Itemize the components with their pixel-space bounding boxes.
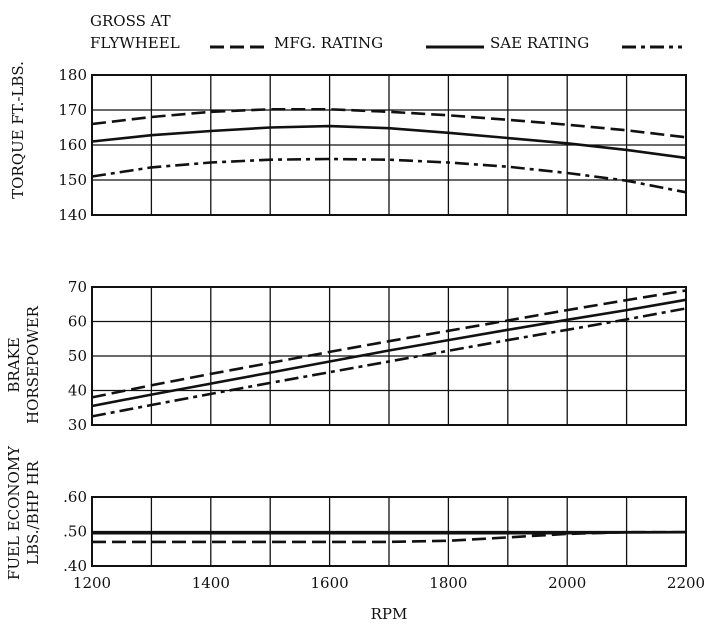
y-tick-label: 170 (58, 101, 87, 119)
series-line-mfg-rating (92, 530, 687, 535)
legend: GROSS AT FLYWHEEL MFG. RATING SAE RATING (90, 12, 682, 52)
y-tick-label: 160 (58, 136, 87, 154)
legend-label-sae: SAE RATING (490, 34, 589, 52)
x-axis-label: RPM (371, 605, 408, 623)
plot-frame (91, 74, 687, 216)
y-tick-label: 140 (58, 206, 87, 224)
y-axis-label: BRAKEHORSEPOWER (5, 305, 42, 424)
series-line-mfg-rating (91, 298, 687, 408)
x-tick-label: 1400 (192, 574, 230, 592)
y-tick-label: 50 (68, 347, 87, 365)
x-tick-label: 1200 (73, 574, 111, 592)
legend-title: GROSS AT (90, 12, 171, 30)
series-line-sae-rating (91, 157, 687, 194)
y-tick-label: 70 (68, 278, 87, 296)
plot-frame (91, 496, 687, 567)
plot-frame (91, 286, 687, 426)
chart-panel-3: .40 .50 .60 1200 1400 1600 1800 2000 2200 RPM FUEL… (5, 445, 705, 623)
x-tick-label: 1800 (429, 574, 467, 592)
y-tick-label: .50 (63, 523, 87, 541)
series-line-flywheel (91, 289, 687, 399)
legend-label-mfg: MFG. RATING (274, 34, 383, 52)
y-tick-label: 60 (68, 313, 87, 331)
y-tick-label: 30 (68, 416, 87, 434)
chart-panel-1: 140 150 160 170 180 TORQUE FT.-LBS. (9, 61, 687, 224)
series-line-sae-rating (91, 307, 687, 418)
chart-panel-2: 30 40 50 60 70 BRAKEHORSEPOWER (5, 278, 687, 434)
y-tick-label: .40 (63, 557, 87, 575)
y-tick-label: 150 (58, 171, 87, 189)
y-tick-label: 40 (68, 382, 87, 400)
x-tick-label: 2000 (548, 574, 586, 592)
series-line-mfg-rating (91, 124, 687, 160)
y-tick-label: .60 (63, 488, 87, 506)
y-axis-label: TORQUE FT.-LBS. (9, 61, 27, 199)
legend-label-flywheel: FLYWHEEL (90, 34, 180, 52)
x-tick-label: 2200 (667, 574, 705, 592)
y-axis-label: FUEL ECONOMYLBS./BHP HR (5, 445, 42, 580)
y-tick-label: 180 (58, 66, 87, 84)
x-tick-label: 1600 (311, 574, 349, 592)
